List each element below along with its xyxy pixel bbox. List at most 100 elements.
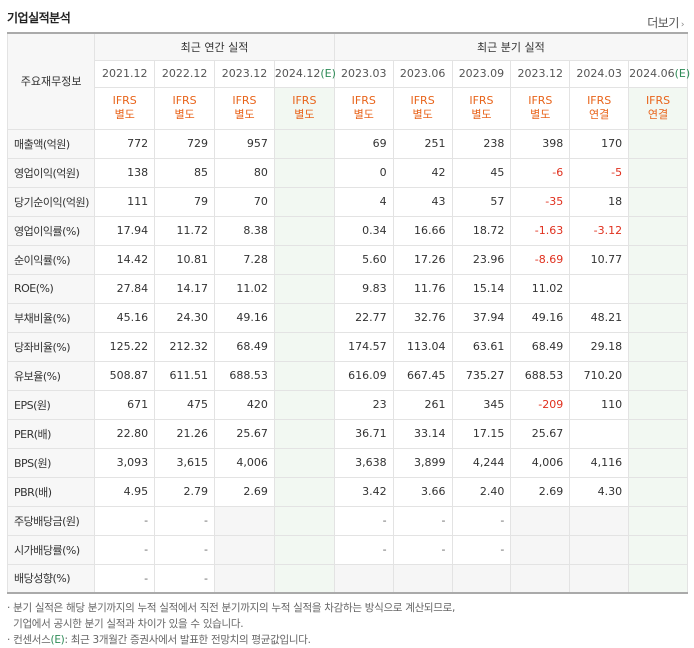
table-cell: 8.38: [214, 215, 275, 246]
table-row: 당기순이익(억원) 111 79 70 4 43 57 -35 18: [6, 186, 688, 217]
table-cell: 0.34: [333, 215, 394, 246]
table-cell: [628, 418, 688, 449]
table-cell: [628, 563, 688, 594]
more-link[interactable]: 더보기 ›: [647, 14, 684, 31]
period-header: 2023.12: [214, 59, 275, 88]
table-row: 당좌비율(%) 125.22 212.32 68.49 174.57 113.04 63.6…: [6, 331, 688, 362]
row-label: 영업이익률(%): [6, 215, 96, 246]
table-cell: 17.26: [392, 244, 453, 275]
ifrs-header: IFRS 별도: [510, 86, 571, 130]
table-cell: 174.57: [333, 331, 394, 362]
table-cell: 3,093: [94, 447, 156, 478]
table-cell: 33.14: [392, 418, 453, 449]
ifrs-header: IFRS 별도: [451, 86, 512, 130]
table-cell: 70: [214, 186, 275, 217]
table-cell: [628, 302, 688, 333]
more-label: 더보기: [647, 16, 679, 30]
table-cell: 611.51: [154, 360, 216, 391]
footnote-2: · 컨센서스(E): 최근 3개월간 증권사에서 발표한 전망치의 평균값입니다…: [7, 634, 311, 646]
table-cell: 11.02: [510, 273, 571, 304]
table-cell: [273, 157, 335, 188]
table-cell: 11.76: [392, 273, 453, 304]
table-cell: 49.16: [214, 302, 275, 333]
row-label: PER(배): [6, 418, 96, 449]
table-cell: 29.18: [569, 331, 630, 362]
table-cell: [273, 389, 335, 420]
table-cell: 110: [569, 389, 630, 420]
period-header: 2024.03: [569, 59, 630, 88]
table-cell: 772: [94, 128, 156, 159]
table-cell: -: [94, 563, 156, 594]
table-cell: [628, 273, 688, 304]
financial-table: 주요재무정보 최근 연간 실적 최근 분기 실적 2021.12 2022.12 2…: [6, 32, 691, 594]
table-cell: -3.12: [569, 215, 630, 246]
table-cell: [628, 157, 688, 188]
table-cell: 710.20: [569, 360, 630, 391]
row-label: 매출액(억원): [6, 128, 96, 159]
table-cell: [569, 505, 630, 536]
table-cell: -: [451, 505, 512, 536]
table-cell: [510, 505, 571, 536]
table-cell: 3,638: [333, 447, 394, 478]
table-cell: [273, 360, 335, 391]
table-cell: 345: [451, 389, 512, 420]
table-row: PER(배) 22.80 21.26 25.67 36.71 33.14 17.15 25.6…: [6, 418, 688, 449]
table-cell: [510, 563, 571, 594]
estimate-mark: (E): [674, 67, 691, 80]
table-cell: 45: [451, 157, 512, 188]
table-cell: 69: [333, 128, 394, 159]
table-cell: -: [392, 505, 453, 536]
table-cell: 18: [569, 186, 630, 217]
table-cell: [333, 563, 394, 594]
period-header: 2023.12: [510, 59, 571, 88]
table-cell: [628, 244, 688, 275]
table-row: 영업이익률(%) 17.94 11.72 8.38 0.34 16.66 18.72 -1.6…: [6, 215, 688, 246]
table-cell: [273, 244, 335, 275]
table-cell: 251: [392, 128, 453, 159]
table-cell: 4,006: [214, 447, 275, 478]
table-cell: 2.79: [154, 476, 216, 507]
table-cell: 68.49: [510, 331, 571, 362]
table-cell: -: [154, 563, 216, 594]
table-cell: 25.67: [510, 418, 571, 449]
table-cell: 238: [451, 128, 512, 159]
row-label: 배당성향(%): [6, 563, 96, 594]
table-cell: [214, 505, 275, 536]
table-cell: 37.94: [451, 302, 512, 333]
table-cell: 14.17: [154, 273, 216, 304]
table-cell: 729: [154, 128, 216, 159]
table-cell: 68.49: [214, 331, 275, 362]
table-cell: 36.71: [333, 418, 394, 449]
table-cell: [451, 563, 512, 594]
table-row: 매출액(억원) 772 729 957 69 251 238 398 170: [6, 128, 688, 159]
table-row: 배당성향(%) - -: [6, 563, 688, 594]
row-label: 부채비율(%): [6, 302, 96, 333]
table-cell: [510, 534, 571, 565]
estimate-mark: (E): [320, 67, 336, 80]
table-cell: 10.77: [569, 244, 630, 275]
table-cell: -: [154, 505, 216, 536]
ifrs-header: IFRS 별도: [154, 86, 216, 130]
table-row: EPS(원) 671 475 420 23 261 345 -209 110: [6, 389, 688, 420]
table-cell: [273, 186, 335, 217]
table-cell: 616.09: [333, 360, 394, 391]
table-cell: 475: [154, 389, 216, 420]
period-header: 2022.12: [154, 59, 216, 88]
table-cell: 80: [214, 157, 275, 188]
table-cell: 735.27: [451, 360, 512, 391]
table-cell: [628, 128, 688, 159]
row-header-label: 주요재무정보: [6, 32, 96, 130]
table-cell: [392, 563, 453, 594]
table-cell: [273, 302, 335, 333]
table-cell: 3.66: [392, 476, 453, 507]
table-cell: 9.83: [333, 273, 394, 304]
table-cell: 11.72: [154, 215, 216, 246]
table-cell: -: [154, 534, 216, 565]
table-cell: 10.81: [154, 244, 216, 275]
table-cell: 671: [94, 389, 156, 420]
table-cell: -35: [510, 186, 571, 217]
table-cell: 16.66: [392, 215, 453, 246]
row-label: 당좌비율(%): [6, 331, 96, 362]
table-cell: 508.87: [94, 360, 156, 391]
